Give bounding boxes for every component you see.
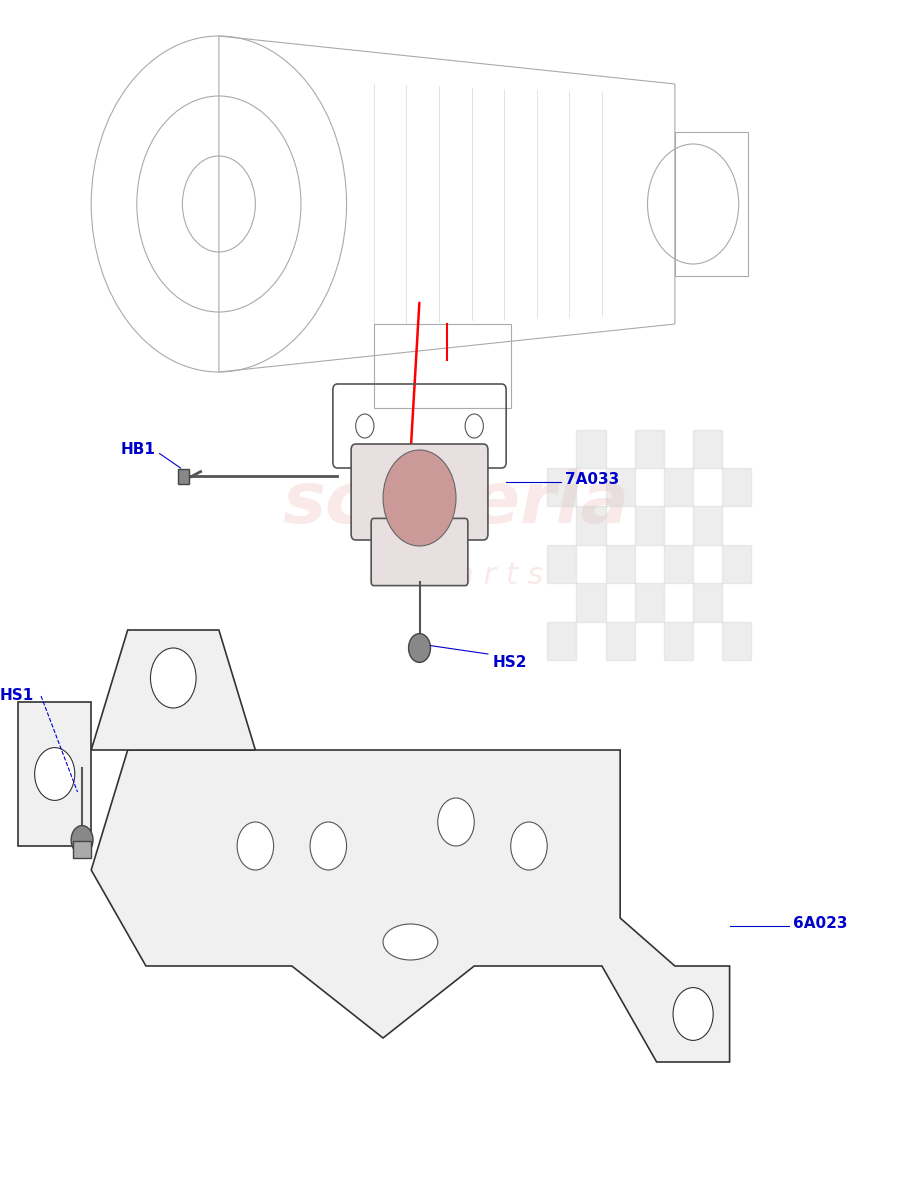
Bar (722, 622, 751, 660)
Text: 7A033: 7A033 (565, 473, 619, 487)
Text: HS1: HS1 (0, 689, 35, 703)
Bar (576, 583, 605, 622)
Bar (576, 430, 605, 468)
Bar (547, 468, 576, 506)
Circle shape (71, 826, 93, 854)
Bar (663, 468, 692, 506)
Bar (674, 132, 747, 276)
Bar (605, 545, 634, 583)
Circle shape (465, 414, 483, 438)
Bar (178, 469, 189, 484)
Circle shape (672, 988, 712, 1040)
Bar (663, 622, 692, 660)
Polygon shape (91, 750, 729, 1062)
Text: HB1: HB1 (120, 443, 155, 457)
Bar (576, 506, 605, 545)
FancyBboxPatch shape (371, 518, 467, 586)
Circle shape (510, 822, 547, 870)
Bar (634, 430, 663, 468)
Circle shape (383, 450, 456, 546)
Bar (634, 583, 663, 622)
Bar (692, 506, 722, 545)
Bar (605, 622, 634, 660)
Polygon shape (18, 702, 91, 846)
Circle shape (150, 648, 196, 708)
FancyBboxPatch shape (351, 444, 487, 540)
Bar (605, 468, 634, 506)
Circle shape (355, 414, 374, 438)
Circle shape (310, 822, 346, 870)
Bar (547, 622, 576, 660)
Text: c a r  a r t s: c a r a r t s (368, 562, 543, 590)
Bar (663, 545, 692, 583)
Circle shape (35, 748, 75, 800)
Ellipse shape (383, 924, 437, 960)
FancyBboxPatch shape (73, 841, 91, 858)
Bar (722, 545, 751, 583)
Text: HS2: HS2 (492, 655, 527, 670)
Polygon shape (91, 630, 255, 750)
Circle shape (437, 798, 474, 846)
Circle shape (408, 634, 430, 662)
Text: scuderia: scuderia (282, 469, 629, 539)
Bar (692, 430, 722, 468)
Bar (692, 583, 722, 622)
Bar (722, 468, 751, 506)
Bar (634, 506, 663, 545)
Bar (547, 545, 576, 583)
Circle shape (237, 822, 273, 870)
Text: 6A023: 6A023 (793, 917, 847, 931)
